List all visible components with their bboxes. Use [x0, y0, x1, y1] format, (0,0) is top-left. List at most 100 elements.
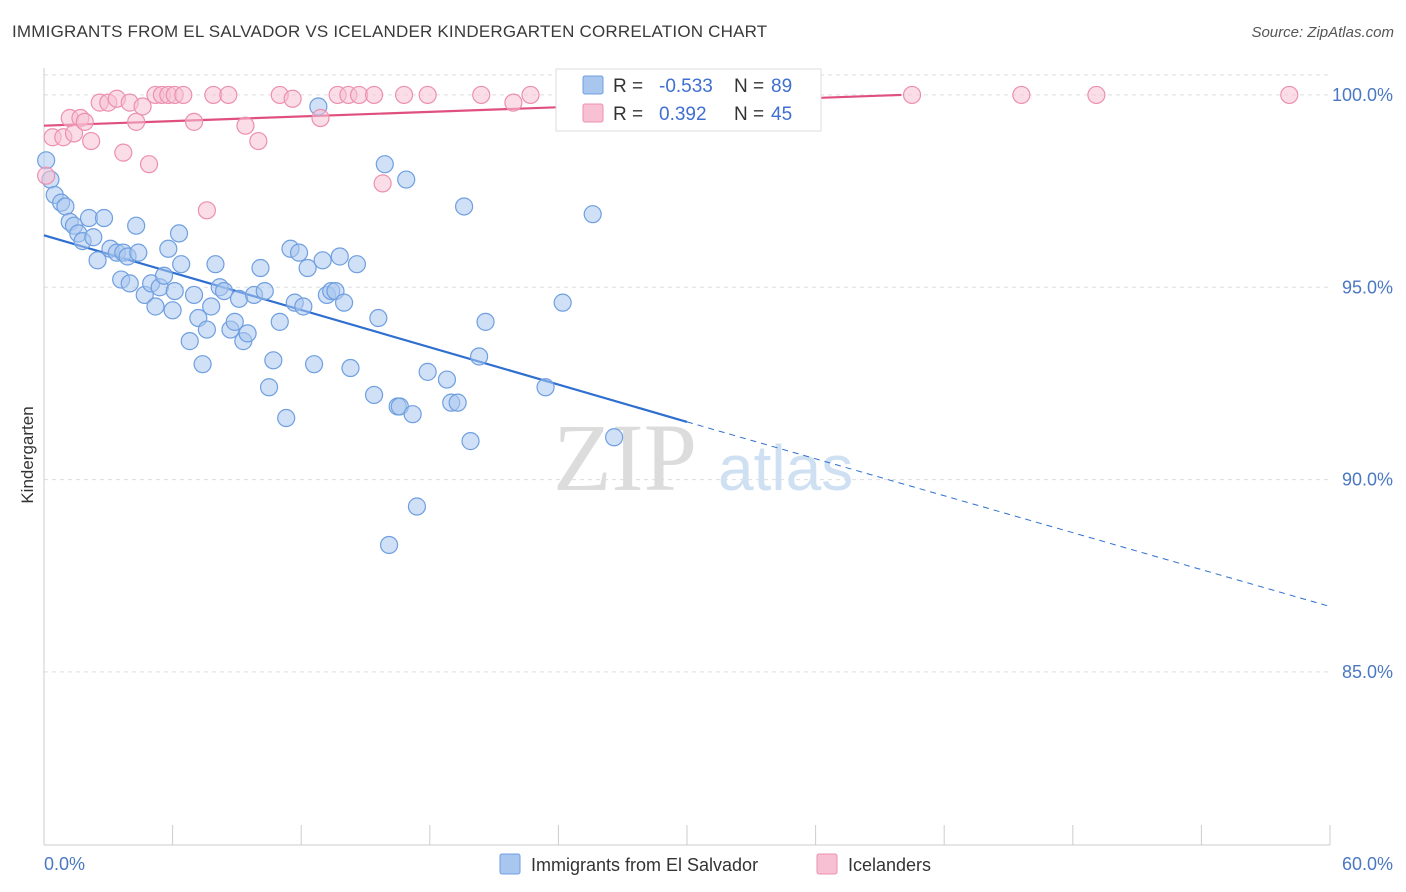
x-tick-label-end: 60.0% [1342, 854, 1393, 874]
point-el-salvador-28 [165, 281, 184, 301]
point-el-salvador-74 [407, 497, 427, 516]
point-el-salvador-4 [56, 197, 75, 216]
point-el-salvador-59 [313, 251, 332, 270]
point-el-salvador-47 [255, 281, 274, 301]
point-el-salvador-39 [214, 281, 234, 301]
point-icelander-43 [1012, 85, 1031, 105]
point-icelander-20 [174, 85, 193, 105]
point-el-salvador-54 [289, 243, 309, 262]
points-layer [37, 85, 1299, 555]
point-el-salvador-66 [347, 255, 367, 274]
point-el-salvador-42 [229, 289, 249, 308]
axis-layer: 100.0% 95.0% 90.0% 85.0% 0.0% 60.0% [43, 68, 1393, 874]
point-el-salvador-55 [294, 297, 313, 316]
point-icelander-7 [82, 131, 101, 151]
point-el-salvador-10 [84, 228, 103, 247]
y-tick-label-0: 100.0% [1332, 85, 1393, 105]
point-el-salvador-46 [251, 258, 270, 278]
point-icelander-38 [504, 93, 523, 112]
point-el-salvador-30 [172, 255, 191, 274]
point-el-salvador-25 [154, 266, 174, 285]
point-el-salvador-85 [553, 293, 572, 312]
point-el-salvador-83 [476, 312, 495, 331]
point-icelander-33 [364, 85, 384, 105]
point-el-salvador-72 [397, 170, 416, 189]
point-icelander-13 [127, 112, 146, 131]
legend-r-value-el-salvador: -0.533 [659, 76, 713, 97]
point-el-salvador-63 [330, 247, 349, 266]
point-el-salvador-79 [448, 393, 467, 412]
point-el-salvador-36 [202, 297, 221, 316]
point-el-salvador-32 [184, 285, 204, 305]
point-el-salvador-11 [88, 251, 107, 270]
point-el-salvador-75 [418, 362, 437, 381]
point-icelander-6 [75, 112, 94, 131]
point-el-salvador-51 [277, 408, 296, 428]
point-el-salvador-26 [159, 239, 178, 258]
point-icelander-28 [283, 89, 302, 108]
point-el-salvador-31 [180, 332, 199, 351]
legend: R = -0.533 N = 89 R = 0.392 N = 45 [555, 68, 822, 132]
legend-n-value-el-salvador: 89 [771, 76, 792, 97]
point-el-salvador-84 [536, 378, 555, 397]
legend-swatch-icelanders [582, 103, 604, 123]
point-el-salvador-48 [259, 378, 279, 397]
y-axis-label: Kindergarten [18, 406, 37, 503]
point-icelander-42 [902, 85, 922, 105]
point-icelander-44 [1087, 85, 1106, 105]
legend-n-value-icelanders: 45 [771, 104, 792, 125]
point-el-salvador-81 [461, 432, 480, 451]
point-el-salvador-57 [304, 355, 324, 374]
point-icelander-14 [133, 97, 152, 116]
point-el-salvador-86 [583, 205, 602, 224]
point-icelander-37 [472, 85, 491, 105]
bottom-legend-label-icelanders: Icelanders [848, 855, 931, 875]
point-icelander-22 [197, 201, 216, 220]
point-el-salvador-27 [163, 301, 182, 320]
point-el-salvador-64 [334, 293, 354, 312]
bottom-legend: Immigrants from El Salvador Icelanders [499, 853, 931, 875]
bottom-legend-swatch-el-salvador [499, 853, 521, 875]
bottom-legend-swatch-icelanders [816, 853, 838, 875]
point-el-salvador-34 [193, 355, 212, 374]
legend-n-label-el-salvador: N = [734, 76, 764, 97]
legend-r-label-icelanders: R = [613, 104, 643, 125]
point-el-salvador-49 [264, 351, 283, 370]
point-el-salvador-41 [225, 312, 244, 331]
point-icelander-11 [114, 143, 133, 162]
y-tick-label-3: 85.0% [1342, 662, 1393, 682]
bottom-legend-label-el-salvador: Immigrants from El Salvador [531, 855, 758, 875]
point-el-salvador-19 [127, 216, 146, 235]
point-icelander-21 [184, 112, 204, 131]
point-icelander-34 [373, 174, 392, 193]
watermark-zip-text: ZIP [553, 404, 697, 511]
point-icelander-0 [37, 166, 56, 185]
point-el-salvador-82 [469, 347, 489, 366]
point-el-salvador-80 [454, 197, 474, 216]
point-el-salvador-44 [238, 324, 257, 343]
point-el-salvador-56 [298, 258, 317, 278]
point-el-salvador-87 [605, 428, 624, 447]
point-icelander-15 [139, 155, 159, 174]
point-el-salvador-29 [169, 224, 189, 243]
point-el-salvador-12 [94, 208, 114, 228]
trendline-el-salvador [43, 234, 688, 423]
point-el-salvador-18 [120, 274, 139, 293]
point-el-salvador-20 [129, 243, 148, 262]
legend-swatch-el-salvador [582, 75, 604, 95]
x-tick-label-start: 0.0% [44, 854, 85, 874]
trend-layer [43, 93, 1331, 607]
point-el-salvador-35 [197, 320, 216, 339]
watermark: ZIP atlas [553, 404, 853, 511]
point-icelander-24 [219, 85, 238, 105]
legend-r-value-icelanders: 0.392 [659, 104, 707, 125]
point-el-salvador-37 [206, 255, 225, 274]
point-el-salvador-73 [403, 405, 422, 424]
point-icelander-4 [64, 124, 84, 143]
point-el-salvador-23 [146, 297, 165, 316]
watermark-atlas-text: atlas [718, 432, 853, 504]
chart-title: IMMIGRANTS FROM EL SALVADOR VS ICELANDER… [12, 22, 768, 41]
grid-layer [44, 74, 1330, 673]
point-icelander-26 [249, 131, 268, 151]
